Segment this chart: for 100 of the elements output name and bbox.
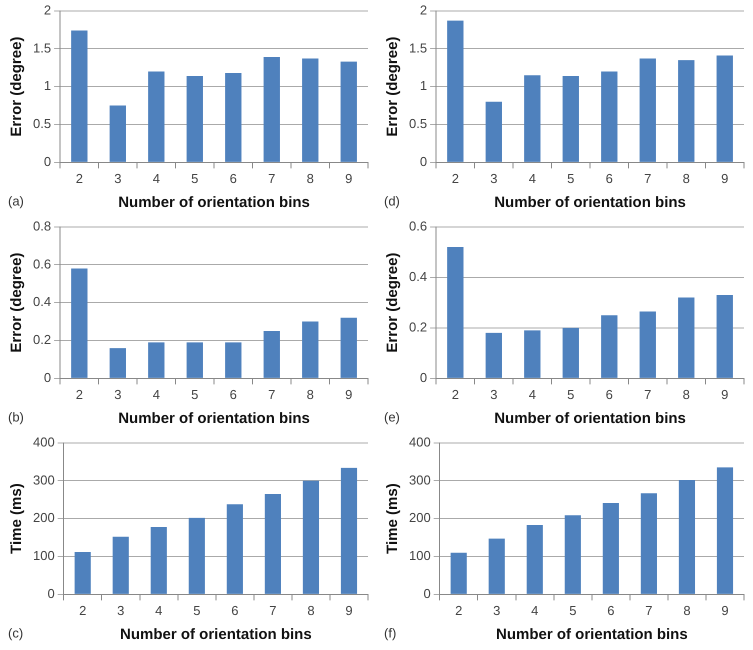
bar	[524, 330, 540, 378]
bar	[678, 298, 694, 378]
y-tick-label: 2	[420, 2, 428, 18]
x-tick-label: 9	[721, 386, 728, 402]
bar	[640, 311, 656, 378]
bar	[302, 322, 318, 378]
bar	[71, 30, 88, 162]
x-tick-label: 2	[76, 386, 83, 402]
y-axis-title: Time (ms)	[8, 483, 26, 554]
bar	[524, 75, 540, 162]
bar	[562, 328, 579, 378]
x-tick-label: 8	[682, 386, 690, 402]
x-tick-label: 9	[345, 386, 352, 402]
y-tick-label: 0.2	[408, 319, 428, 334]
bar	[564, 515, 581, 594]
x-tick-label: 2	[452, 170, 459, 186]
x-tick-label: 9	[721, 602, 729, 618]
y-tick-label: 0.6	[408, 218, 428, 234]
x-axis-title: Number of orientation bins	[118, 194, 310, 212]
bar	[447, 247, 464, 378]
x-axis-title: Number of orientation bins	[494, 410, 686, 428]
x-tick-label: 4	[152, 170, 160, 186]
x-axis-title: Number of orientation bins	[494, 194, 686, 212]
x-tick-label: 4	[528, 170, 536, 186]
x-tick-label: 7	[269, 602, 277, 618]
y-tick-label: 0.5	[32, 116, 52, 132]
y-tick-label: 0	[420, 370, 428, 385]
x-tick-label: 9	[345, 602, 353, 618]
x-tick-label: 7	[645, 602, 653, 618]
y-tick-label: 0	[44, 370, 52, 385]
y-tick-label: 0.4	[408, 268, 428, 284]
y-tick-label: 1	[44, 78, 52, 94]
bar	[225, 342, 242, 378]
x-tick-label: 2	[455, 602, 462, 618]
bar	[716, 295, 733, 378]
bar	[601, 71, 618, 162]
bar	[264, 57, 280, 162]
y-tick-label: 1.5	[408, 40, 428, 56]
x-tick-label: 2	[452, 386, 459, 402]
y-axis-title: Error (degree)	[8, 252, 26, 353]
y-tick-label: 100	[408, 548, 431, 564]
x-tick-label: 8	[306, 170, 314, 186]
y-axis-title: Error (degree)	[384, 36, 402, 137]
x-tick-label: 5	[191, 386, 198, 402]
bar	[486, 102, 502, 162]
bar	[150, 526, 167, 594]
bar	[74, 552, 91, 594]
x-tick-label: 6	[230, 386, 237, 402]
y-axis-title: Time (ms)	[384, 483, 402, 554]
y-tick-label: 0	[420, 154, 428, 169]
bar	[302, 480, 320, 594]
bar	[225, 72, 242, 162]
bar	[488, 538, 505, 594]
x-tick-label: 6	[606, 170, 613, 186]
bar	[602, 503, 619, 594]
x-tick-label: 2	[76, 170, 83, 186]
bar	[526, 525, 543, 594]
x-tick-label: 3	[490, 170, 498, 186]
x-tick-label: 3	[117, 602, 124, 618]
x-tick-label: 5	[569, 602, 576, 618]
x-tick-label: 4	[155, 602, 162, 618]
y-tick-label: 0.6	[32, 256, 52, 272]
x-tick-label: 5	[191, 170, 198, 186]
text: (f)	[384, 626, 396, 641]
bar	[264, 494, 281, 594]
bar	[640, 493, 657, 594]
bar	[188, 518, 205, 594]
x-tick-label: 8	[682, 170, 690, 186]
y-tick-label: 2	[44, 2, 52, 18]
y-tick-label: 400	[408, 434, 431, 450]
bar	[186, 342, 203, 378]
y-tick-label: 0.2	[32, 332, 52, 348]
x-tick-label: 7	[644, 170, 652, 186]
x-tick-label: 5	[567, 386, 574, 402]
x-tick-label: 8	[306, 386, 314, 402]
y-axis-title: Error (degree)	[384, 252, 402, 353]
y-tick-label: 100	[32, 548, 55, 564]
bar	[340, 468, 358, 594]
x-tick-label: 2	[79, 602, 86, 618]
bar	[148, 342, 164, 378]
x-tick-label: 8	[307, 602, 315, 618]
x-tick-label: 5	[567, 170, 574, 186]
x-tick-label: 4	[531, 602, 538, 618]
x-tick-label: 6	[230, 170, 237, 186]
y-tick-label: 400	[32, 434, 55, 450]
x-axis-title: Number of orientation bins	[118, 410, 310, 428]
x-tick-label: 9	[345, 170, 352, 186]
bar	[601, 315, 618, 378]
x-tick-label: 9	[721, 170, 728, 186]
x-tick-label: 6	[606, 386, 613, 402]
x-axis-title: Number of orientation bins	[496, 626, 688, 644]
bar	[110, 106, 126, 162]
x-tick-label: 7	[268, 386, 276, 402]
bar	[302, 58, 318, 162]
x-tick-label: 8	[683, 602, 691, 618]
y-tick-label: 0.8	[32, 218, 52, 234]
y-tick-label: 1	[420, 78, 428, 94]
x-tick-label: 5	[193, 602, 200, 618]
bar	[148, 71, 164, 162]
y-axis-title: Error (degree)	[8, 36, 26, 137]
